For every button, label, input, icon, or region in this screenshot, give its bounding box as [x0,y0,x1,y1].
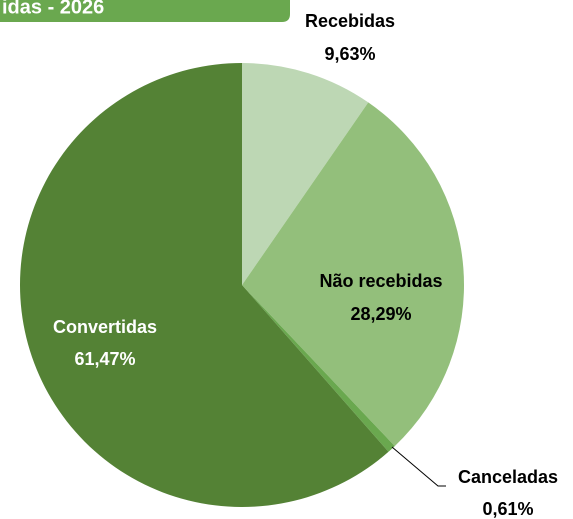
value-label: 28,29% [350,304,411,324]
category-label: Não recebidas [319,271,442,291]
value-label: 61,47% [74,349,135,369]
chart-title: idas - 2026 [2,0,104,18]
title-banner [0,0,290,22]
pie-slice [242,285,395,452]
category-label: Recebidas [305,11,395,31]
pie-slice [19,63,389,508]
category-label: Canceladas [458,467,558,487]
pie-slice [242,102,465,447]
value-label: 0,61% [482,499,533,519]
category-label: Convertidas [53,317,157,337]
pie-slice [242,63,369,285]
leader-line [391,446,446,487]
value-label: 9,63% [324,44,375,64]
